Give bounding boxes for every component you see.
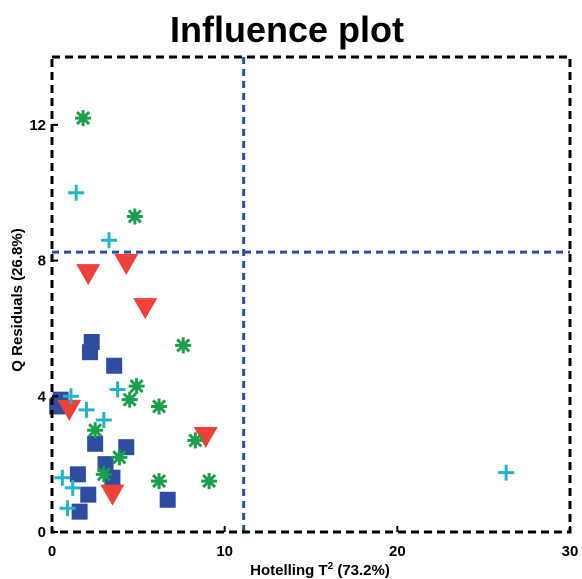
x-tick-label: 10 — [216, 543, 233, 560]
data-point-asterisk — [87, 422, 104, 439]
data-point-plus — [68, 184, 85, 201]
data-point-triangle-down — [133, 298, 158, 320]
x-axis-label-main: Hotelling T — [250, 562, 328, 579]
data-point-plus — [54, 469, 71, 486]
data-point-asterisk — [121, 391, 138, 408]
data-point-asterisk — [111, 449, 128, 466]
y-tick-label: 8 — [38, 253, 46, 270]
data-point-plus — [109, 381, 126, 398]
data-point-plus — [95, 412, 112, 429]
data-point-triangle-down — [114, 253, 139, 275]
data-point-plus — [100, 232, 117, 249]
data-point-asterisk — [95, 466, 112, 483]
markers-layer — [49, 110, 515, 520]
data-point-triangle-down — [57, 399, 82, 421]
data-point-asterisk — [187, 432, 204, 449]
x-axis-ticks: 0 10 20 30 — [48, 526, 579, 560]
data-point-square — [80, 486, 97, 503]
data-point-square — [106, 357, 123, 374]
data-point-square — [87, 435, 104, 452]
x-tick-label: 20 — [389, 543, 406, 560]
data-point-asterisk — [128, 378, 145, 395]
data-point-plus — [78, 401, 95, 418]
data-point-asterisk — [175, 337, 192, 354]
data-point-plus — [59, 500, 76, 517]
plot-frame — [50, 55, 572, 534]
data-point-triangle-down — [100, 484, 125, 506]
data-point-asterisk — [201, 473, 218, 490]
data-point-square — [118, 439, 135, 456]
x-tick-label: 30 — [562, 543, 579, 560]
data-point-asterisk — [151, 398, 168, 415]
data-point-plus — [64, 479, 81, 496]
data-point-triangle-down — [193, 427, 218, 448]
x-tick-label: 0 — [48, 543, 56, 560]
chart-title: Influence plot — [170, 9, 404, 50]
data-point-square — [83, 334, 100, 350]
x-axis-label-sup: 2 — [328, 561, 334, 572]
data-point-square — [69, 466, 86, 483]
data-point-plus — [62, 388, 79, 405]
data-point-plus — [498, 464, 515, 481]
data-point-square — [159, 491, 176, 508]
data-point-square — [71, 503, 88, 520]
data-point-triangle-down — [76, 264, 101, 286]
data-point-asterisk — [151, 473, 168, 490]
y-axis-label: Q Residuals (26.8%) — [9, 228, 26, 371]
y-tick-label: 12 — [29, 117, 46, 134]
y-tick-label: 4 — [38, 388, 47, 405]
data-point-asterisk — [75, 110, 92, 127]
x-axis-label: Hotelling T2 (73.2%) — [250, 561, 390, 579]
y-axis-ticks: 0 4 8 12 — [29, 117, 58, 541]
y-tick-label: 0 — [38, 524, 46, 541]
data-point-asterisk — [126, 208, 143, 225]
x-axis-label-rest: (73.2%) — [333, 562, 390, 579]
